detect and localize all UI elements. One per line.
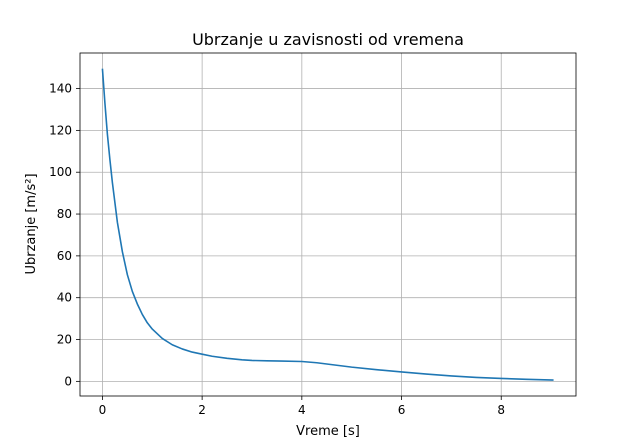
grid <box>80 53 576 396</box>
x-tick-label: 4 <box>298 403 306 417</box>
x-tick-label: 6 <box>398 403 406 417</box>
x-axis: 0 2 4 6 8 <box>99 396 505 417</box>
series-line <box>101 68 554 381</box>
y-tick-label: 120 <box>49 123 72 137</box>
y-tick-label: 100 <box>49 165 72 179</box>
plot-frame <box>79 52 577 397</box>
y-tick-label: 40 <box>57 291 72 305</box>
y-tick-label: 140 <box>49 82 72 96</box>
y-tick-label: 60 <box>57 249 72 263</box>
x-tick-label: 2 <box>198 403 206 417</box>
x-axis-label: Vreme [s] <box>296 424 360 439</box>
x-tick-label: 8 <box>497 403 505 417</box>
chart-title: Ubrzanje u zavisnosti od vremena <box>192 30 464 49</box>
x-tick-label: 0 <box>99 403 107 417</box>
y-axis-label: Ubrzanje [m/s²] <box>24 173 39 274</box>
plot-area <box>101 68 554 381</box>
y-tick-label: 80 <box>57 207 72 221</box>
y-tick-label: 0 <box>64 374 72 388</box>
y-tick-label: 20 <box>57 333 72 347</box>
y-axis: 0 20 40 60 80 100 120 140 <box>49 82 80 388</box>
